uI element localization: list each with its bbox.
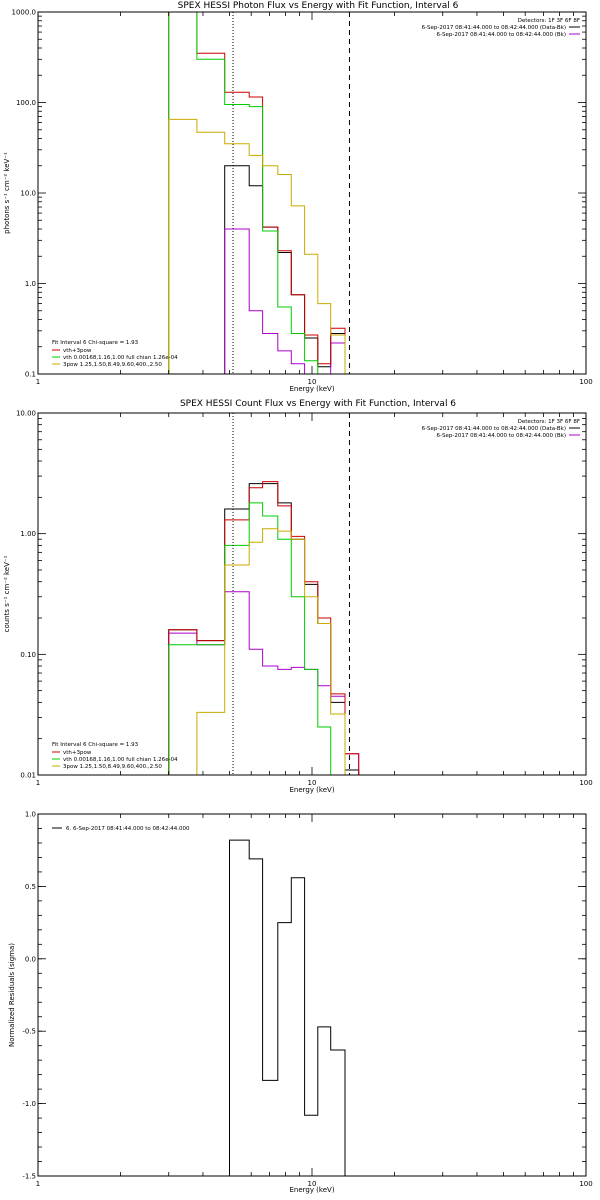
count-flux-legend: Fit Interval 6 Chi-square = 1.93 vth+3po… <box>52 742 178 770</box>
photon-flux-detectors: Detectors: 1F 3F 6F 8F <box>518 18 580 24</box>
residuals-xtick-label: 1 <box>36 1180 40 1188</box>
photon-flux-ytick-label: 1.0 <box>25 280 36 288</box>
count-flux-legend-entry-vth3pow: vth+3pow <box>63 750 92 756</box>
photon-flux-legend-entry-3pow: 3pow 1.25,1.50,8.49,9.60,400.,2.50 <box>63 362 162 368</box>
count-flux-series-2 <box>168 481 360 775</box>
photon-flux-xtick-label: 1 <box>36 378 40 386</box>
photon-flux-series-0 <box>224 165 346 374</box>
residuals-legend: 6. 6-Sep-2017 08:41:44.000 to 08:42:44.0… <box>52 826 190 832</box>
residuals-ytick-label: -1.0 <box>22 1100 36 1108</box>
residuals-ytick-label: 0.0 <box>25 955 36 963</box>
residuals-xlabel: Energy (keV) <box>289 1186 334 1194</box>
residuals-ytick-label: 1.0 <box>25 811 36 819</box>
photon-flux-title: SPEX HESSI Photon Flux vs Energy with Fi… <box>178 1 459 11</box>
photon-flux-ytick-label: 0.1 <box>25 371 36 379</box>
count-flux-xlabel: Energy (keV) <box>289 786 334 794</box>
count-flux-ytick-label: 10.00 <box>16 410 36 418</box>
count-flux-xtick-label: 1 <box>36 779 40 787</box>
count-flux-ylabel: counts s⁻¹ cm⁻² keV⁻¹ <box>3 555 11 632</box>
count-flux-plot-frame <box>37 412 587 776</box>
count-flux-detectors: Detectors: 1F 3F 6F 8F <box>518 419 580 425</box>
photon-flux-series-4 <box>168 118 359 375</box>
photon-flux-plot-frame <box>37 11 587 375</box>
count-flux-info-bk: 6-Sep-2017 08:41:44.000 to 08:42:44.000 … <box>437 433 567 439</box>
residuals-plot-frame <box>37 813 587 1177</box>
photon-flux-legend-entry-vth: vth 0.00168,1.16,1.00 full chian 1.26e-0… <box>63 355 178 361</box>
count-flux-xtick-label: 100 <box>579 779 592 787</box>
count-flux-title: SPEX HESSI Count Flux vs Energy with Fit… <box>180 399 456 409</box>
residuals-ytick-label: 0.5 <box>25 883 36 891</box>
photon-flux-legend-entry-vth3pow: vth+3pow <box>63 348 92 354</box>
photon-flux-xtick-label: 10 <box>308 378 317 386</box>
count-flux-xtick-label: 10 <box>308 779 317 787</box>
count-flux-ytick-label: 1.00 <box>20 530 36 538</box>
photon-flux-ytick-label: 10.0 <box>20 190 36 198</box>
photon-flux-info-bk: 6-Sep-2017 08:41:44.000 to 08:42:44.000 … <box>437 32 567 38</box>
count-flux-series-3 <box>168 502 345 776</box>
photon-flux-info: Detectors: 1F 3F 6F 8F 6-Sep-2017 08:41:… <box>422 18 580 38</box>
count-flux-info-data-bk: 6-Sep-2017 08:41:44.000 to 08:42:44.000 … <box>422 426 566 432</box>
residuals-xtick-label: 10 <box>308 1180 317 1188</box>
count-flux-legend-entry-3pow: 3pow 1.25,1.50,8.49,9.60,400.,2.50 <box>63 764 162 770</box>
photon-flux-legend: Fit Interval 6 Chi-square = 1.93 vth+3po… <box>52 340 178 368</box>
count-flux-legend-entry-vth: vth 0.00168,1.16,1.00 full chian 1.26e-0… <box>63 757 178 763</box>
count-flux-info: Detectors: 1F 3F 6F 8F 6-Sep-2017 08:41:… <box>422 419 580 439</box>
photon-flux-info-data-bk: 6-Sep-2017 08:41:44.000 to 08:42:44.000 … <box>422 25 566 31</box>
count-flux-legend-header: Fit Interval 6 Chi-square = 1.93 <box>52 742 139 748</box>
photon-flux-legend-header: Fit Interval 6 Chi-square = 1.93 <box>52 340 139 346</box>
photon-flux-xlabel: Energy (keV) <box>289 385 334 393</box>
photon-flux-series-3 <box>168 11 345 375</box>
count-flux-ytick-label: 0.01 <box>20 772 36 780</box>
photon-flux-panel: SPEX HESSI Photon Flux vs Energy with Fi… <box>3 1 593 393</box>
residuals-legend-entry: 6. 6-Sep-2017 08:41:44.000 to 08:42:44.0… <box>66 826 190 832</box>
residuals-ytick-label: -0.5 <box>22 1028 36 1036</box>
photon-flux-ytick-label: 1000.0 <box>12 9 37 17</box>
residuals-ytick-label: -1.5 <box>22 1173 36 1181</box>
residuals-ylabel: Normalized Residuals (sigma) <box>8 943 16 1047</box>
residuals-series-0 <box>229 839 346 1176</box>
photon-flux-ylabel: photons s⁻¹ cm⁻² keV⁻¹ <box>3 152 11 234</box>
photon-flux-ytick-label: 100.0 <box>16 99 36 107</box>
count-flux-series-4 <box>196 528 359 776</box>
photon-flux-xtick-label: 100 <box>579 378 592 386</box>
residuals-xtick-label: 100 <box>579 1180 592 1188</box>
count-flux-panel: SPEX HESSI Count Flux vs Energy with Fit… <box>3 399 593 794</box>
count-flux-ytick-label: 0.10 <box>20 651 36 659</box>
residuals-panel: 1 10 100 -1.5 -1.0 -0.5 0.0 0.5 1.0 Energy (keV)… <box>8 811 593 1195</box>
